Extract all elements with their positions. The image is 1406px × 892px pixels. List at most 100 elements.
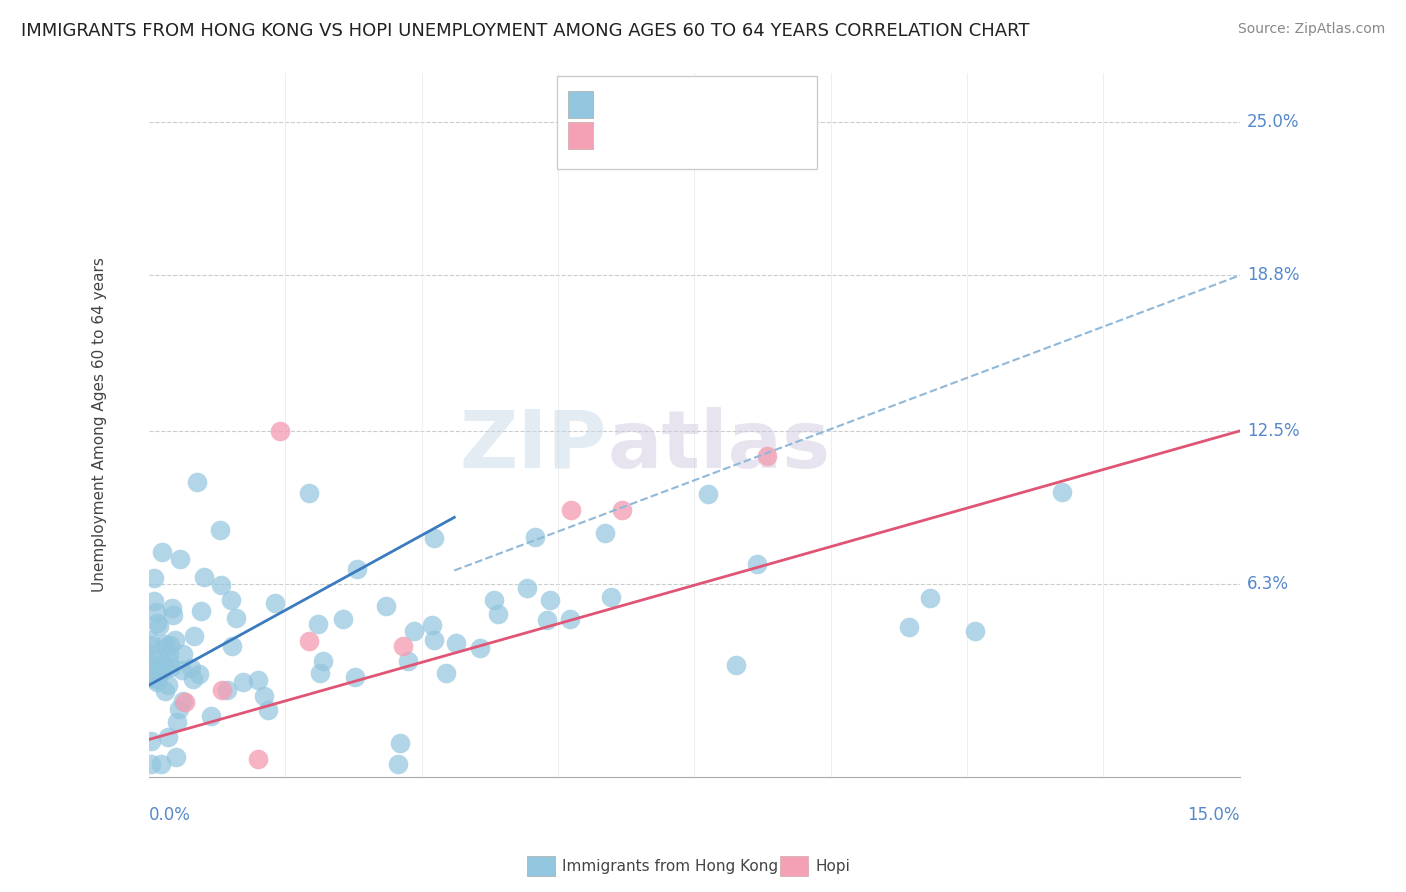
Point [308,665,330,680]
Point [307,616,329,631]
Text: IMMIGRANTS FROM HONG KONG VS HOPI UNEMPLOYMENT AMONG AGES 60 TO 64 YEARS CORRELA: IMMIGRANTS FROM HONG KONG VS HOPI UNEMPL… [21,22,1029,40]
Point [217,682,239,697]
Point [145,605,167,619]
Point [180,661,202,675]
Text: R = 0.732   N =  9: R = 0.732 N = 9 [599,127,779,145]
Point [558,612,581,626]
Point [139,734,162,748]
Point [346,562,368,576]
Point [174,696,197,710]
Point [756,449,779,463]
Point [148,673,170,687]
Text: 18.8%: 18.8% [1247,267,1299,285]
Point [484,592,506,607]
Point [392,639,415,653]
Text: 15.0%: 15.0% [1187,806,1240,824]
Point [152,658,174,673]
Text: 0.0%: 0.0% [149,806,191,824]
Point [148,618,170,632]
Point [193,570,215,584]
Point [155,640,177,655]
Text: 6.3%: 6.3% [1247,575,1289,593]
Point [139,657,162,671]
Point [167,702,190,716]
Text: ZIP: ZIP [460,407,607,485]
Point [141,648,163,663]
Point [186,475,208,489]
Point [538,593,561,607]
Point [298,633,321,648]
Point [153,663,176,677]
Point [470,641,492,656]
Point [165,750,187,764]
Point [524,530,547,544]
Point [172,694,194,708]
Text: 12.5%: 12.5% [1247,422,1299,440]
Point [232,674,254,689]
Point [170,664,193,678]
Point [150,757,173,772]
Point [311,654,333,668]
Point [422,633,444,648]
Point [160,601,183,615]
Point [246,673,269,688]
Point [188,667,211,681]
Point [142,594,165,608]
Point [200,708,222,723]
Text: atlas: atlas [607,407,830,485]
Point [420,617,443,632]
Point [221,593,243,607]
Point [190,604,212,618]
Point [143,571,166,585]
Point [486,607,509,621]
Point [269,424,291,438]
Point [434,666,457,681]
Point [332,612,354,626]
Point [745,558,768,572]
Point [141,757,163,772]
Point [264,596,287,610]
Point [252,689,274,703]
Point [157,678,180,692]
Point [143,671,166,685]
Point [593,526,616,541]
Point [169,552,191,566]
Point [157,656,180,670]
Point [139,672,162,686]
Point [298,486,321,500]
Text: Source: ZipAtlas.com: Source: ZipAtlas.com [1237,22,1385,37]
Point [148,663,170,677]
Point [156,730,179,744]
Point [141,638,163,652]
Point [246,752,269,766]
Point [146,675,169,690]
Point [724,658,747,673]
Point [374,599,396,613]
Point [387,757,409,772]
Point [536,613,558,627]
Text: R = 0.360   N = 93: R = 0.360 N = 93 [599,95,779,113]
Point [446,636,468,650]
Point [697,487,720,501]
Point [211,683,233,698]
Point [404,624,426,638]
Point [141,652,163,666]
Point [183,629,205,643]
Point [162,608,184,623]
Point [388,736,411,750]
Point [166,715,188,730]
Point [153,684,176,698]
Point [209,523,232,537]
Point [159,638,181,652]
Point [610,503,633,517]
Text: Hopi: Hopi [815,859,851,873]
Point [396,654,419,668]
Point [183,672,205,686]
Point [153,637,176,651]
Text: Unemployment Among Ages 60 to 64 years: Unemployment Among Ages 60 to 64 years [93,257,107,592]
Point [600,590,623,604]
Point [257,703,280,717]
Point [560,503,582,517]
Point [225,611,247,625]
Point [157,648,180,662]
